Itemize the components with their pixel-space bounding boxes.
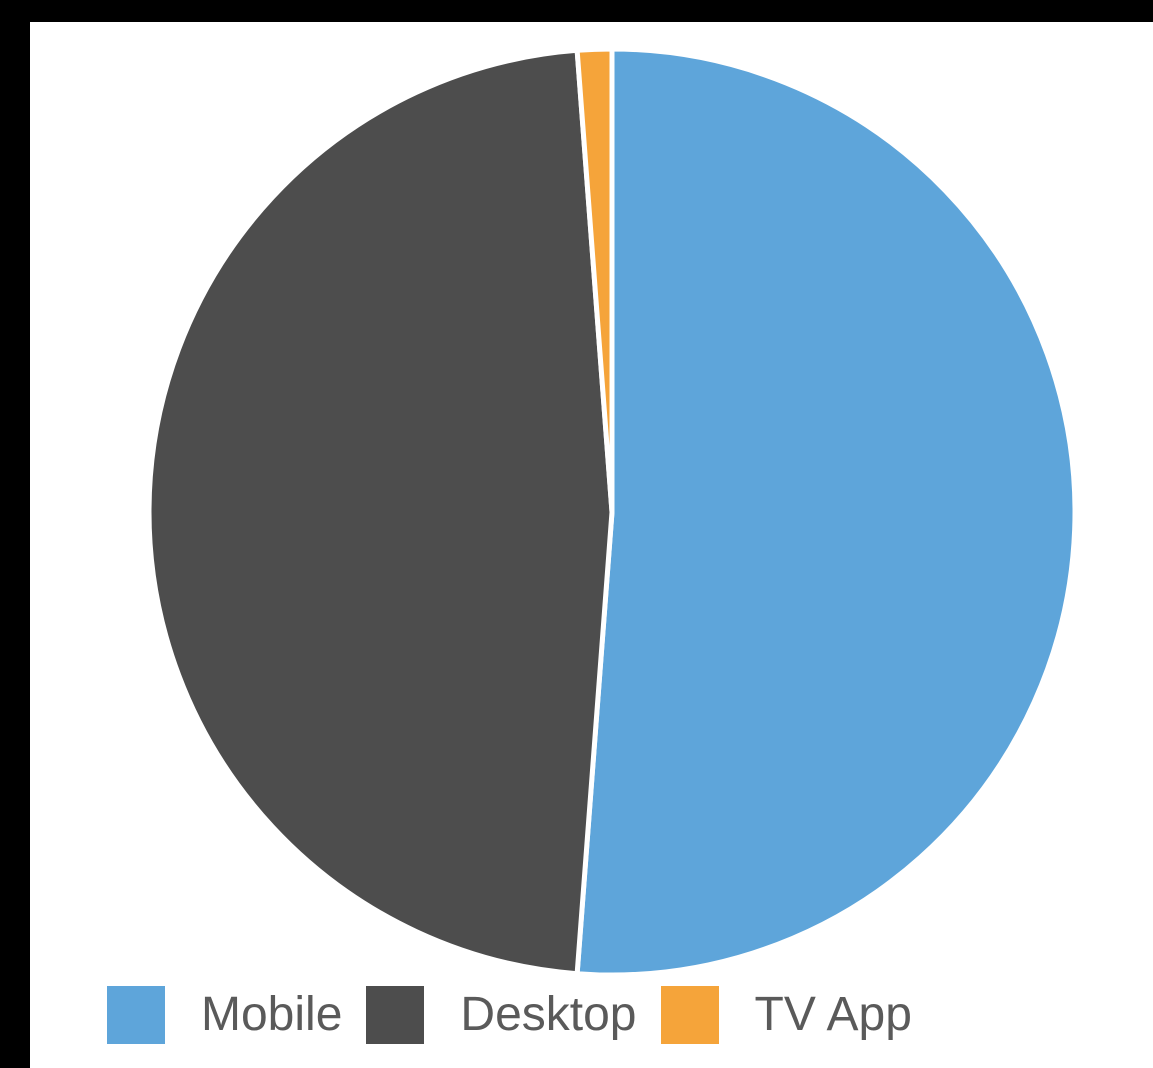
chart-frame: Mobile Desktop TV App	[30, 22, 1153, 1068]
legend-label-tv-app: TV App	[755, 985, 912, 1045]
legend-item-tv-app: TV App	[661, 985, 912, 1045]
pie-chart	[30, 22, 1153, 1068]
legend-label-mobile: Mobile	[201, 985, 342, 1045]
pie-slice-desktop	[149, 50, 612, 973]
chart-legend: Mobile Desktop TV App	[107, 985, 936, 1045]
legend-item-desktop: Desktop	[366, 985, 636, 1045]
legend-swatch-tv-app	[661, 986, 719, 1044]
legend-swatch-desktop	[366, 986, 424, 1044]
legend-swatch-mobile	[107, 986, 165, 1044]
legend-item-mobile: Mobile	[107, 985, 342, 1045]
pie-slice-mobile	[577, 49, 1075, 975]
legend-label-desktop: Desktop	[460, 985, 636, 1045]
